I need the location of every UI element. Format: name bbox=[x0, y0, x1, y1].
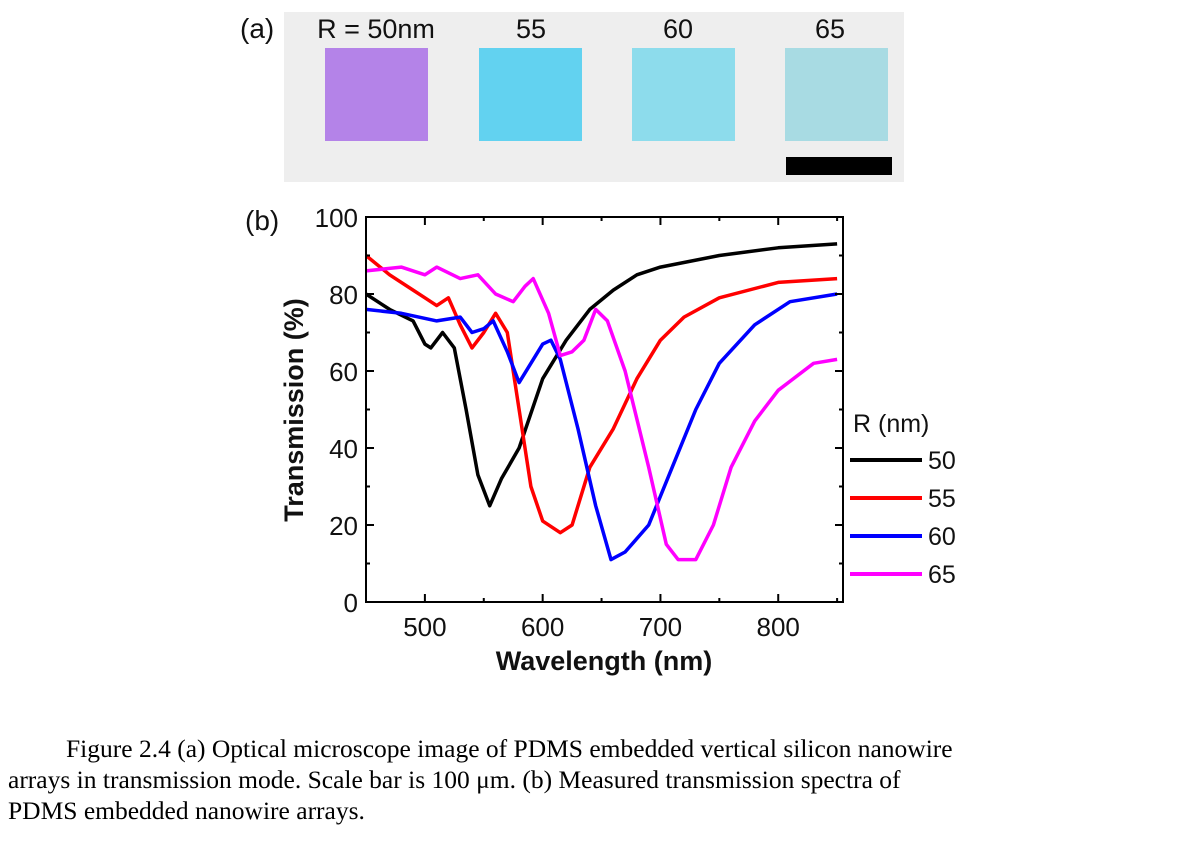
legend-title: R (nm) bbox=[853, 410, 929, 438]
x-tick-label: 800 bbox=[757, 612, 800, 642]
sample-square bbox=[785, 48, 888, 141]
legend-label: 55 bbox=[928, 485, 956, 513]
series-line-60 bbox=[365, 292, 838, 562]
series-line-50 bbox=[365, 242, 838, 508]
sample-label: R = 50nm bbox=[317, 14, 435, 44]
y-tick-label: 0 bbox=[344, 588, 358, 618]
caption-line: PDMS embedded nanowire arrays. bbox=[8, 796, 365, 825]
sample-label: 60 bbox=[663, 14, 693, 44]
x-axis-label: Wavelength (nm) bbox=[496, 646, 713, 676]
sample-square bbox=[632, 48, 735, 141]
sample-label: 55 bbox=[516, 14, 546, 44]
legend-label: 60 bbox=[928, 523, 956, 551]
figure-caption: Figure 2.4 (a) Optical microscope image … bbox=[8, 733, 1190, 826]
series-line-55 bbox=[364, 254, 838, 535]
y-axis-label: Transmission (%) bbox=[279, 298, 309, 522]
sample-label: 65 bbox=[815, 14, 845, 44]
panel-b-label: (b) bbox=[245, 205, 279, 236]
legend-label: 65 bbox=[928, 561, 956, 589]
sample-square bbox=[325, 48, 428, 141]
caption-line: arrays in transmission mode. Scale bar i… bbox=[8, 765, 901, 794]
series-line-65 bbox=[365, 265, 838, 562]
legend-label: 50 bbox=[928, 447, 956, 475]
scale-bar bbox=[786, 157, 892, 175]
plot-frame bbox=[365, 216, 844, 603]
x-tick-label: 500 bbox=[403, 612, 446, 642]
x-tick-label: 700 bbox=[639, 612, 682, 642]
sample-square bbox=[479, 48, 582, 141]
caption-line: Figure 2.4 (a) Optical microscope image … bbox=[66, 734, 953, 763]
y-tick-label: 60 bbox=[329, 357, 358, 387]
x-tick-label: 600 bbox=[521, 612, 564, 642]
y-tick-label: 40 bbox=[329, 434, 358, 464]
y-tick-label: 80 bbox=[329, 280, 358, 310]
y-tick-label: 100 bbox=[315, 203, 358, 233]
panel-a-label: (a) bbox=[240, 13, 274, 44]
y-tick-label: 20 bbox=[329, 511, 358, 541]
